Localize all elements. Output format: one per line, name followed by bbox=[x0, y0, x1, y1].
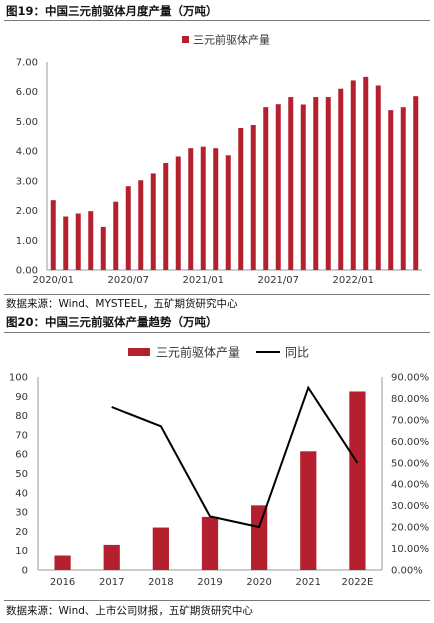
figure19-title-rule bbox=[4, 20, 430, 21]
figure20-title-rule bbox=[4, 332, 430, 333]
y-right-tick-label: 80.00% bbox=[391, 394, 429, 405]
bar bbox=[275, 104, 281, 271]
y-tick-label: 2.00 bbox=[16, 206, 38, 217]
yoy-line bbox=[111, 385, 359, 529]
y-right-tick-label: 40.00% bbox=[391, 480, 429, 491]
x-tick-label: 2022/01 bbox=[332, 275, 374, 286]
y-right-tick-label: 10.00% bbox=[391, 544, 429, 555]
bar bbox=[88, 211, 94, 270]
legend-bar-swatch bbox=[128, 348, 150, 356]
y-left-tick-label: 70 bbox=[15, 430, 28, 441]
bar bbox=[325, 97, 331, 270]
y-right-tick-label: 0.00% bbox=[391, 566, 423, 577]
y-left-tick-label: 50 bbox=[15, 469, 28, 480]
legend-bar-label: 三元前驱体产量 bbox=[156, 345, 240, 360]
bar bbox=[300, 104, 306, 271]
y-tick-label: 7.00 bbox=[16, 58, 38, 69]
bar bbox=[200, 146, 206, 270]
annual-output-trend-chart: 三元前驱体产量 同比 0 10 20 30 40 50 60 70 80 90 100 0.00% 10.0… bbox=[9, 345, 429, 589]
figure20-source: 数据来源：Wind、上市公司财报，五矿期货研究中心 bbox=[6, 605, 253, 617]
x-tick-label: 2016 bbox=[50, 577, 75, 588]
bar bbox=[201, 516, 219, 570]
y-right-tick-label: 90.00% bbox=[391, 373, 429, 384]
bar bbox=[263, 107, 269, 270]
legend-label: 三元前驱体产量 bbox=[193, 33, 270, 47]
y-left-tick-label: 80 bbox=[15, 411, 28, 422]
monthly-output-chart: 三元前驱体产量 0.00 1.00 2.00 3.00 4.00 5.00 6.00 7.00 2… bbox=[16, 33, 422, 286]
y-right-tick-label: 60.00% bbox=[391, 437, 429, 448]
bar bbox=[250, 124, 256, 270]
y-tick-label: 0.00 bbox=[16, 266, 38, 277]
bar bbox=[238, 127, 244, 270]
figure20-source-rule bbox=[4, 600, 430, 601]
y-tick-label: 5.00 bbox=[16, 117, 38, 128]
y-tick-label: 3.00 bbox=[16, 176, 38, 187]
bar bbox=[388, 110, 394, 270]
y-right-tick-label: 70.00% bbox=[391, 415, 429, 426]
legend-line-label: 同比 bbox=[285, 346, 309, 360]
bar bbox=[75, 213, 81, 270]
bar bbox=[138, 180, 144, 270]
x-tick-label: 2018 bbox=[148, 577, 173, 588]
bar bbox=[338, 88, 344, 270]
y-left-tick-label: 10 bbox=[15, 546, 28, 557]
bar bbox=[350, 80, 356, 270]
bar bbox=[54, 555, 71, 570]
y-right-tick-label: 30.00% bbox=[391, 501, 429, 512]
bar bbox=[288, 97, 294, 270]
bar bbox=[300, 451, 317, 570]
y-left-tick-label: 0 bbox=[22, 566, 28, 577]
bar bbox=[400, 107, 406, 270]
x-tick-label: 2021/01 bbox=[182, 275, 224, 286]
y-left-tick-label: 20 bbox=[15, 527, 28, 538]
x-tick-label: 2019 bbox=[197, 577, 222, 588]
bar bbox=[125, 186, 131, 270]
figure19-source-rule bbox=[4, 294, 430, 295]
bar bbox=[152, 527, 169, 570]
x-tick-label: 2020 bbox=[246, 577, 271, 588]
bar bbox=[188, 148, 194, 270]
y-right-tick-label: 50.00% bbox=[391, 458, 429, 469]
bar bbox=[175, 156, 181, 270]
y-tick-label: 1.00 bbox=[16, 236, 38, 247]
x-tick-label: 2020/01 bbox=[32, 275, 74, 286]
x-tick-label: 2021 bbox=[296, 577, 321, 588]
y-tick-label: 4.00 bbox=[16, 147, 38, 158]
figure20-title: 图20：中国三元前驱体产量趋势（万吨） bbox=[6, 315, 218, 329]
bar bbox=[251, 505, 268, 570]
figure19-title: 图19：中国三元前驱体月度产量（万吨） bbox=[6, 4, 218, 18]
y-right-tick-label: 20.00% bbox=[391, 523, 429, 534]
bar bbox=[213, 148, 219, 270]
bar bbox=[363, 76, 369, 270]
bar bbox=[63, 216, 69, 270]
bar bbox=[100, 226, 106, 270]
y-left-tick-label: 100 bbox=[9, 373, 28, 384]
bar bbox=[50, 200, 56, 270]
y-left-tick-label: 30 bbox=[15, 508, 28, 519]
x-tick-label: 2021/07 bbox=[257, 275, 299, 286]
bar bbox=[349, 391, 366, 570]
y-left-tick-label: 40 bbox=[15, 488, 28, 499]
figure19-source: 数据来源：Wind、MYSTEEL，五矿期货研究中心 bbox=[6, 298, 238, 310]
x-tick-label: 2022E bbox=[342, 577, 374, 588]
bar bbox=[375, 85, 381, 270]
bar bbox=[413, 96, 419, 271]
legend-swatch bbox=[182, 36, 189, 43]
y-left-tick-label: 90 bbox=[15, 392, 28, 403]
bar bbox=[313, 97, 319, 270]
bar bbox=[150, 173, 156, 270]
bar bbox=[103, 544, 120, 570]
x-tick-label: 2020/07 bbox=[107, 275, 149, 286]
x-tick-label: 2017 bbox=[99, 577, 124, 588]
bar bbox=[113, 201, 119, 270]
y-left-tick-label: 60 bbox=[15, 450, 28, 461]
bar bbox=[225, 155, 231, 270]
bar bbox=[163, 163, 169, 270]
y-tick-label: 6.00 bbox=[16, 87, 38, 98]
